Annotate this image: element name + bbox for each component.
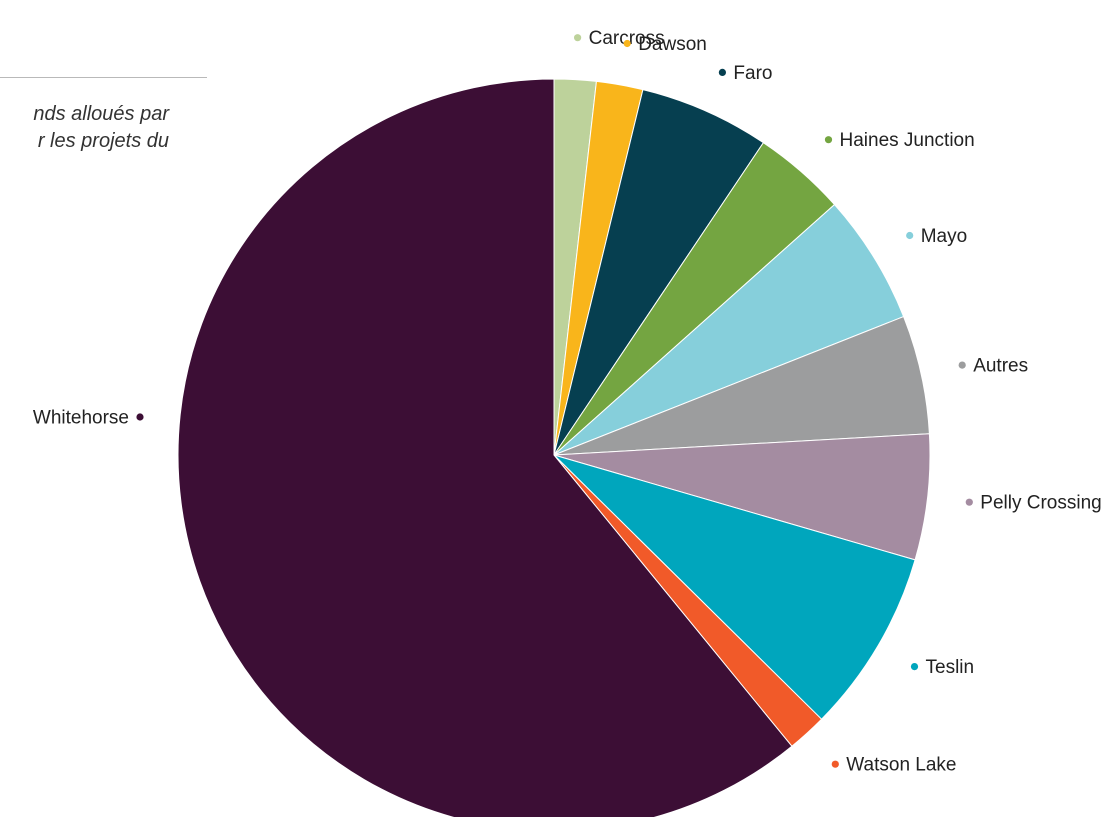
pie-slice-faro: [553, 89, 765, 456]
slice-label-teslin: Teslin: [926, 657, 975, 678]
legend-dot-watson-lake: [831, 760, 839, 768]
caption-line-1: nds alloués par: [33, 103, 169, 125]
legend-dot-teslin: [910, 663, 919, 671]
legend-dot-mayo: [906, 231, 914, 240]
slice-label-autres: Autres: [973, 356, 1028, 377]
legend-dot-autres: [958, 361, 966, 369]
chart-caption: nds alloués par r les projets du: [0, 101, 169, 155]
slice-label-whitehorse: Whitehorse: [33, 408, 129, 429]
caption-divider: [0, 77, 207, 78]
pie-slices: [177, 78, 931, 817]
pie-slice-teslin: [553, 454, 916, 720]
caption-line-2: r les projets du: [37, 130, 169, 152]
slice-label-carcross: Carcross: [589, 28, 665, 49]
pie-slice-mayo: [553, 203, 905, 456]
slice-label-pelly-crossing: Pelly Crossing: [980, 493, 1101, 514]
legend-dot-pelly-crossing: [965, 498, 973, 506]
slice-label-watson-lake: Watson Lake: [846, 755, 956, 776]
slice-label-haines-junction: Haines Junction: [840, 130, 975, 151]
pie-slice-whitehorse: [177, 78, 793, 817]
slice-label-dawson: Dawson: [638, 34, 707, 55]
slice-label-faro: Faro: [733, 63, 772, 84]
legend-dot-carcross: [574, 34, 582, 42]
legend-dot-haines-junction: [824, 136, 833, 144]
slice-label-mayo: Mayo: [921, 226, 967, 247]
legend-dot-dawson: [623, 39, 631, 48]
legend-dot-whitehorse: [136, 413, 144, 421]
legend-dot-faro: [718, 68, 727, 76]
